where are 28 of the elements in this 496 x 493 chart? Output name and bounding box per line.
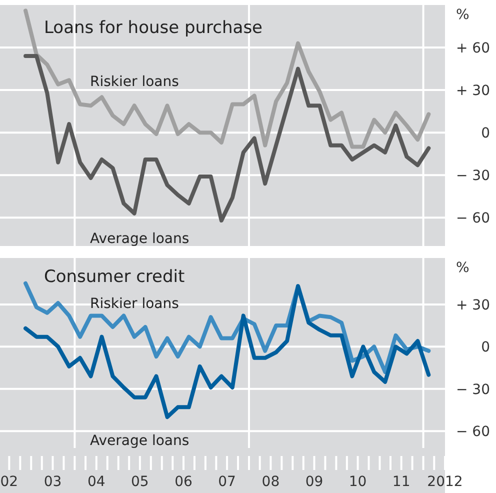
text: Consumer credit xyxy=(44,267,186,287)
x-tick-label: 08 xyxy=(262,474,280,490)
series-label: Riskier loans xyxy=(90,296,179,312)
y-axis-title: % xyxy=(456,7,470,23)
x-tick-label: 09 xyxy=(305,474,324,490)
x-tick-label: 06 xyxy=(174,474,192,490)
y-tick-label: 0 xyxy=(481,340,490,356)
x-tick-label: 05 xyxy=(131,474,149,490)
y-tick-label: − 30 xyxy=(456,168,490,184)
y-tick-label: + 60 xyxy=(456,40,490,57)
x-tick-label: 07 xyxy=(218,474,236,490)
y-tick-label: − 30 xyxy=(456,382,490,398)
y-tick-label: − 60 xyxy=(456,210,490,227)
series-label: Average loans xyxy=(90,433,190,449)
y-tick-label: + 30 xyxy=(456,297,490,314)
y-tick-label: + 30 xyxy=(456,83,490,100)
y-tick-label: − 60 xyxy=(456,424,490,440)
text: Loans for house purchase xyxy=(44,18,263,38)
series-label: Riskier loans xyxy=(90,74,179,90)
y-tick-label: 0 xyxy=(481,126,490,142)
x-tick-label: 04 xyxy=(87,474,106,490)
x-tick-label: 10 xyxy=(348,474,367,490)
y-axis-title: % xyxy=(456,260,470,276)
x-tick-label: 11 xyxy=(392,474,410,490)
x-tick-label: 02 xyxy=(0,474,18,490)
x-tick-label: 2012 xyxy=(427,474,463,490)
series-label: Average loans xyxy=(90,231,190,247)
x-tick-label: 03 xyxy=(44,474,62,490)
